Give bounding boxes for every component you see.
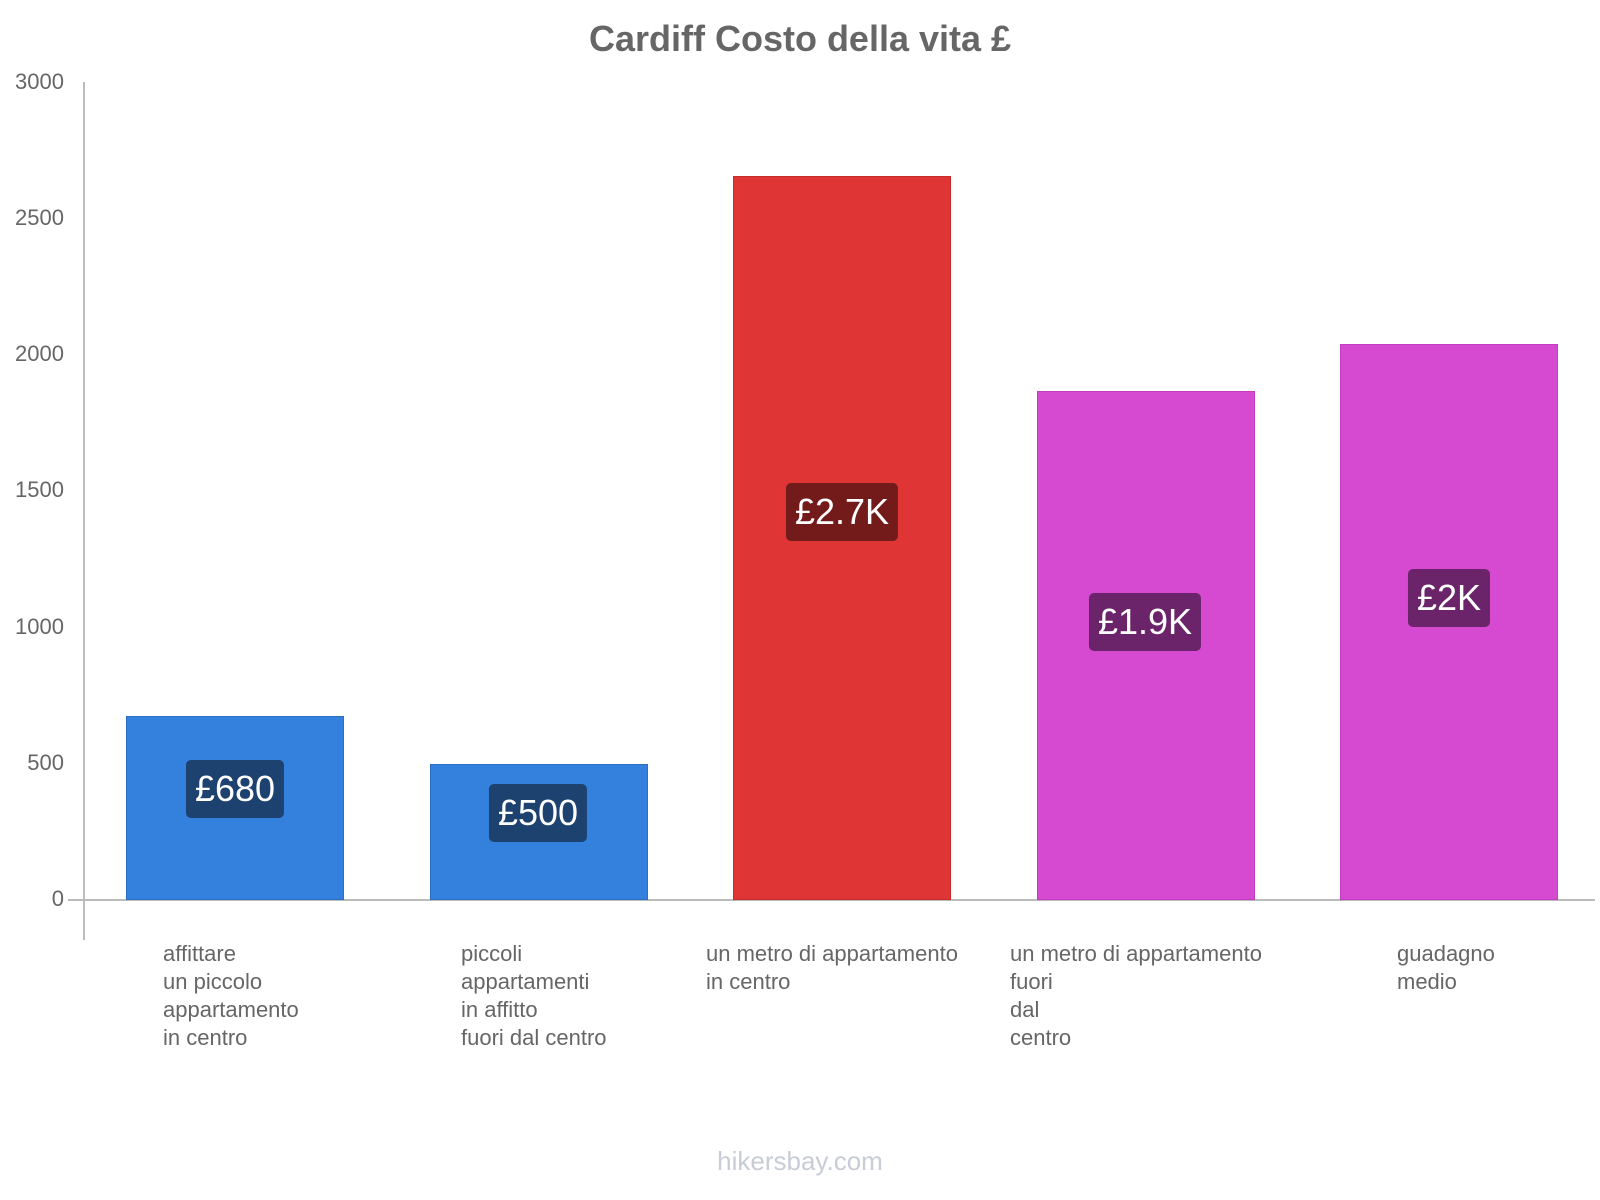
y-tick-label: 3000 <box>15 69 64 94</box>
watermark-link[interactable]: hikersbay.com <box>717 1146 883 1176</box>
bar-0[interactable] <box>126 716 344 900</box>
x-axis-line <box>83 899 1595 901</box>
bar-value-badge: £2K <box>1407 569 1491 627</box>
bar-value-badge: £1.9K <box>1088 593 1202 651</box>
y-axis-zero-tick <box>68 899 83 901</box>
y-axis-line <box>83 82 85 940</box>
bar-value-badge: £2.7K <box>785 483 899 541</box>
y-tick-label: 2000 <box>15 341 64 366</box>
chart-title: Cardiff Costo della vita £ <box>588 18 1012 59</box>
x-tick-label: affittare un piccolo appartamento in cen… <box>163 941 299 1050</box>
x-tick-label: un metro di appartamento in centro <box>706 941 958 994</box>
y-tick-label: 0 <box>51 886 64 911</box>
y-tick-label: 1000 <box>15 614 64 639</box>
bar-value-badge: £500 <box>488 784 588 842</box>
x-tick-label: un metro di appartamento fuori dal centr… <box>1010 941 1262 1050</box>
y-tick-label: 2500 <box>15 205 64 230</box>
bar-value-badge: £680 <box>185 760 285 818</box>
x-tick-label: guadagno medio <box>1397 941 1495 994</box>
x-tick-label: piccoli appartamenti in affitto fuori da… <box>461 941 607 1050</box>
y-tick-label: 1500 <box>15 477 64 502</box>
y-tick-label: 500 <box>27 750 64 775</box>
